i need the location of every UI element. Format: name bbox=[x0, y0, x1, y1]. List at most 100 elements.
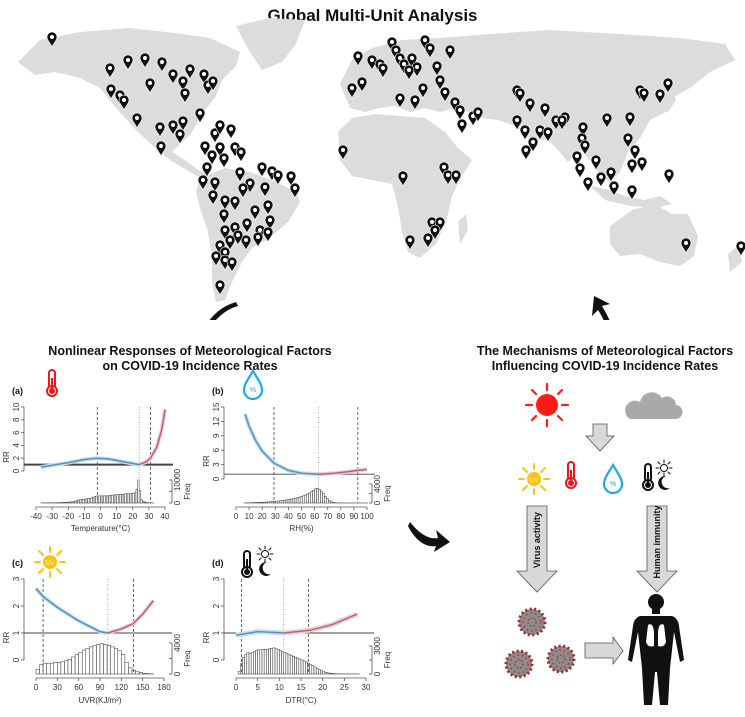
histogram-bar bbox=[326, 498, 329, 504]
x-tick-label: 0 bbox=[34, 683, 39, 692]
location-pin-icon bbox=[454, 104, 466, 121]
x-tick-label: -20 bbox=[62, 512, 74, 521]
freq-tick-label: 0 bbox=[173, 500, 182, 505]
histogram-bar bbox=[257, 502, 260, 504]
histogram-bar bbox=[276, 649, 280, 675]
histogram-bar bbox=[74, 500, 77, 504]
location-pins bbox=[46, 31, 745, 296]
histogram-bar bbox=[101, 495, 104, 504]
location-pin-icon bbox=[426, 216, 438, 233]
histogram-bar bbox=[128, 667, 133, 675]
panel-label: (a) bbox=[12, 386, 23, 396]
histogram-bar bbox=[261, 649, 265, 675]
histogram-bar bbox=[285, 653, 289, 675]
location-pin-icon bbox=[542, 126, 554, 143]
histogram-bar bbox=[124, 662, 129, 675]
greenland bbox=[236, 18, 305, 70]
uv-sun-icon bbox=[34, 546, 66, 578]
histogram-bar bbox=[304, 494, 307, 504]
location-pin-icon bbox=[46, 31, 58, 48]
location-pin-icon bbox=[556, 114, 568, 131]
x-tick-label: 0 bbox=[234, 512, 239, 521]
location-pin-icon bbox=[214, 119, 226, 136]
new-zealand bbox=[728, 246, 742, 272]
histogram-bar bbox=[96, 644, 101, 675]
location-pin-icon bbox=[225, 123, 237, 140]
histogram-bar bbox=[328, 673, 332, 675]
histogram-bar bbox=[308, 492, 311, 504]
histogram-bar bbox=[279, 650, 282, 675]
down-arrow-small bbox=[585, 423, 615, 452]
virus-icon bbox=[546, 644, 576, 674]
histogram-bar bbox=[250, 652, 254, 675]
x-tick-label: 100 bbox=[360, 512, 374, 521]
histogram-bar bbox=[92, 645, 97, 675]
location-pin-icon bbox=[104, 62, 116, 79]
location-pin-icon bbox=[219, 224, 231, 241]
human-body-icon bbox=[628, 594, 684, 705]
x-axis-label: UVR(KJ/m²) bbox=[78, 696, 121, 705]
location-pin-icon bbox=[252, 231, 264, 248]
location-pin-icon bbox=[234, 166, 246, 183]
freq-axis-label: Freq bbox=[383, 652, 392, 668]
location-pin-icon bbox=[206, 149, 218, 166]
histogram-bar bbox=[127, 493, 130, 504]
x-axis-label: Temperature(°C) bbox=[71, 524, 131, 533]
virus-icon bbox=[504, 649, 534, 679]
location-pin-icon bbox=[154, 121, 166, 138]
right-title-line1: The Mechanisms of Meteorological Factors bbox=[476, 344, 734, 358]
x-tick-label: 80 bbox=[336, 512, 345, 521]
histogram-bar bbox=[106, 495, 109, 504]
location-pin-icon bbox=[356, 76, 368, 93]
confidence-band bbox=[34, 587, 155, 635]
histogram-bar bbox=[320, 490, 323, 504]
location-pin-icon bbox=[177, 115, 189, 132]
location-pin-icon bbox=[249, 204, 261, 221]
histogram-bar bbox=[286, 499, 290, 504]
high-range-curve bbox=[318, 468, 368, 475]
x-tick-label: 25 bbox=[340, 683, 349, 692]
histogram-bar bbox=[270, 648, 274, 675]
location-pin-icon bbox=[524, 97, 536, 114]
histogram-bar bbox=[255, 650, 258, 675]
histogram-bar bbox=[261, 501, 264, 504]
location-pin-icon bbox=[601, 112, 613, 129]
cloud-icon bbox=[625, 392, 683, 420]
location-pin-icon bbox=[218, 208, 230, 225]
histogram-bar bbox=[328, 500, 331, 504]
location-pin-icon bbox=[218, 152, 230, 169]
histogram-bar bbox=[82, 499, 85, 504]
chart-panel-c: (c) 0 1 2 3 RR 0 30 60 90 120 150 180 UVR(KJ/m²) 0 4000… bbox=[2, 558, 192, 705]
location-pin-icon bbox=[511, 114, 523, 131]
histogram-bar bbox=[311, 665, 315, 675]
histogram-bar bbox=[113, 494, 116, 504]
sun-moon-icon-right bbox=[655, 459, 673, 491]
histogram-bar bbox=[310, 491, 313, 504]
histogram-bar bbox=[126, 493, 129, 504]
histogram-bar bbox=[84, 498, 87, 504]
location-pin-icon bbox=[397, 170, 409, 187]
histogram-bar bbox=[312, 489, 315, 504]
histogram-bar bbox=[313, 666, 317, 675]
histogram-bar bbox=[110, 646, 115, 675]
histogram-bar bbox=[294, 656, 297, 675]
curved-arrow-up-icon bbox=[592, 296, 610, 320]
location-pin-icon bbox=[244, 177, 256, 194]
histogram-bar bbox=[142, 672, 147, 675]
location-pin-icon bbox=[605, 166, 617, 183]
histogram-bar bbox=[302, 660, 306, 675]
main-title: Global Multi-Unit Analysis bbox=[267, 6, 478, 25]
x-tick-label: 5 bbox=[255, 683, 260, 692]
location-pin-icon bbox=[456, 118, 468, 135]
north-america bbox=[18, 28, 240, 180]
histogram-bar bbox=[292, 656, 295, 675]
location-pin-icon bbox=[226, 256, 238, 273]
location-pin-icon bbox=[431, 60, 443, 77]
confidence-band bbox=[243, 413, 368, 477]
location-pin-icon bbox=[219, 194, 231, 211]
right-arrow bbox=[584, 635, 624, 666]
location-pin-icon bbox=[139, 52, 151, 69]
location-pin-icon bbox=[209, 176, 221, 193]
histogram-bar bbox=[137, 479, 140, 504]
histogram-bar bbox=[320, 670, 323, 675]
